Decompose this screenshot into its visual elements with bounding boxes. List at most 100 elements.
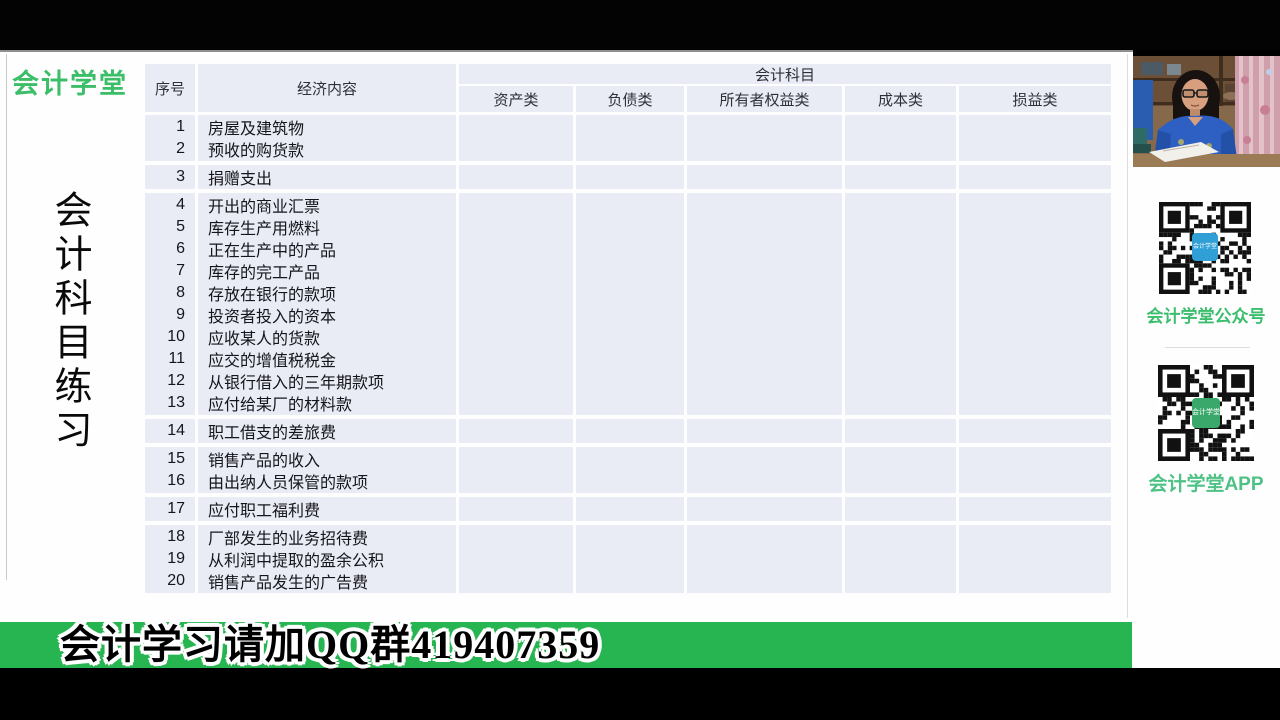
table-row: 17 应付职工福利费: [145, 497, 1111, 521]
economic-content-cell: 销售产品发生的广告费: [198, 569, 456, 593]
answer-cell: [687, 447, 842, 471]
answer-cell: [576, 137, 684, 161]
economic-content-cell: 投资者投入的资本: [198, 303, 456, 327]
row-number-cell: 2: [145, 137, 195, 161]
answer-cell: [845, 303, 956, 327]
economic-content-cell: 正在生产中的产品: [198, 237, 456, 261]
col-header-category: 负债类: [576, 86, 684, 112]
answer-cell: [687, 165, 842, 189]
answer-cell: [576, 259, 684, 283]
answer-cell: [459, 369, 573, 393]
subjects-practice-table: 序号 经济内容 会计科目 资产类 负债类 所有者权益类 成本类 损益类 1 房屋及建筑物 2…: [145, 64, 1111, 593]
answer-cell: [687, 525, 842, 549]
answer-cell: [959, 137, 1111, 161]
col-header-category: 损益类: [959, 86, 1111, 112]
answer-cell: [959, 347, 1111, 371]
table-row: 19 从利润中提取的盈余公积: [145, 547, 1111, 571]
answer-cell: [959, 303, 1111, 327]
answer-cell: [576, 325, 684, 349]
slide-left-border: [6, 54, 7, 580]
table-row: 2 预收的购货款: [145, 137, 1111, 161]
row-number-cell: 7: [145, 259, 195, 283]
answer-cell: [845, 419, 956, 443]
answer-cell: [959, 215, 1111, 239]
table-row: 18 厂部发生的业务招待费: [145, 525, 1111, 549]
col-header-category: 所有者权益类: [687, 86, 842, 112]
answer-cell: [576, 165, 684, 189]
answer-cell: [687, 347, 842, 371]
answer-cell: [845, 325, 956, 349]
right-panel-divider: [1127, 54, 1128, 618]
answer-cell: [845, 259, 956, 283]
qr1-center-logo: 会计学堂: [1192, 233, 1218, 261]
row-number-cell: 19: [145, 547, 195, 571]
presenter-webcam-video: [1133, 50, 1280, 167]
row-number-cell: 20: [145, 569, 195, 593]
brand-logo: 会计学堂: [12, 69, 128, 99]
answer-cell: [687, 469, 842, 493]
answer-cell: [459, 347, 573, 371]
qr-separator: [1165, 347, 1250, 348]
qr-code-app: 会计学堂: [1158, 365, 1254, 461]
row-number-cell: 4: [145, 193, 195, 217]
answer-cell: [687, 237, 842, 261]
answer-cell: [687, 281, 842, 305]
qr-code-wechat: 会计学堂: [1159, 202, 1251, 294]
answer-cell: [459, 303, 573, 327]
qr2-label: 会计学堂APP: [1148, 474, 1264, 495]
economic-content-cell: 库存生产用燃料: [198, 215, 456, 239]
table-row: 13 应付给某厂的材料款: [145, 391, 1111, 415]
answer-cell: [959, 369, 1111, 393]
answer-cell: [959, 325, 1111, 349]
col-header-no: 序号: [145, 64, 195, 112]
slide-area: 会计学堂 会计科目练习 序号 经济内容 会计科目 资产类 负债类 所有者权益类 成本类…: [0, 50, 1280, 668]
table-row: 10 应收某人的货款: [145, 325, 1111, 349]
answer-cell: [959, 165, 1111, 189]
table-row: 4 开出的商业汇票: [145, 193, 1111, 217]
answer-cell: [687, 497, 842, 521]
footer-bar: 司 www.acc5.com 会计学堂: [0, 622, 1132, 668]
answer-cell: [959, 525, 1111, 549]
col-header-category: 资产类: [459, 86, 573, 112]
answer-cell: [845, 215, 956, 239]
answer-cell: [959, 115, 1111, 139]
row-number-cell: 3: [145, 165, 195, 189]
row-number-cell: 8: [145, 281, 195, 305]
answer-cell: [459, 165, 573, 189]
row-number-cell: 6: [145, 237, 195, 261]
table-row: 14 职工借支的差旅费: [145, 419, 1111, 443]
table-row: 7 库存的完工产品: [145, 259, 1111, 283]
answer-cell: [459, 497, 573, 521]
economic-content-cell: 从银行借入的三年期款项: [198, 369, 456, 393]
answer-cell: [576, 469, 684, 493]
table-row: 15 销售产品的收入: [145, 447, 1111, 471]
answer-cell: [845, 547, 956, 571]
answer-cell: [845, 469, 956, 493]
answer-cell: [959, 547, 1111, 571]
economic-content-cell: 捐赠支出: [198, 165, 456, 189]
answer-cell: [459, 237, 573, 261]
row-number-cell: 17: [145, 497, 195, 521]
table-body: 1 房屋及建筑物 2 预收的购货款 3 捐赠支出 4 开出的商业汇票 5 库存生产用燃料 6 正在生产…: [145, 115, 1111, 593]
answer-cell: [845, 137, 956, 161]
answer-cell: [459, 525, 573, 549]
answer-cell: [687, 259, 842, 283]
row-number-cell: 16: [145, 469, 195, 493]
answer-cell: [845, 391, 956, 415]
qr1-label: 会计学堂公众号: [1146, 307, 1266, 326]
answer-cell: [845, 347, 956, 371]
answer-cell: [959, 447, 1111, 471]
row-number-cell: 15: [145, 447, 195, 471]
answer-cell: [959, 469, 1111, 493]
economic-content-cell: 存放在银行的款项: [198, 281, 456, 305]
economic-content-cell: 从利润中提取的盈余公积: [198, 547, 456, 571]
table-row: 12 从银行借入的三年期款项: [145, 369, 1111, 393]
economic-content-cell: 开出的商业汇票: [198, 193, 456, 217]
answer-cell: [687, 419, 842, 443]
economic-content-cell: 应付职工福利费: [198, 497, 456, 521]
answer-cell: [459, 391, 573, 415]
table-row: 1 房屋及建筑物: [145, 115, 1111, 139]
answer-cell: [459, 215, 573, 239]
answer-cell: [576, 497, 684, 521]
table-row: 8 存放在银行的款项: [145, 281, 1111, 305]
